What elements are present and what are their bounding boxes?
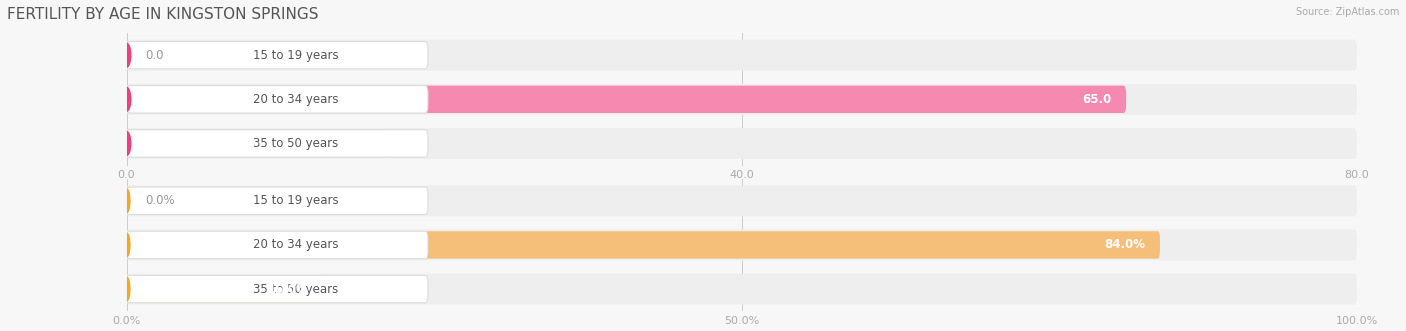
FancyBboxPatch shape bbox=[127, 231, 427, 259]
Text: 17.0: 17.0 bbox=[344, 137, 373, 150]
FancyBboxPatch shape bbox=[127, 130, 427, 157]
Text: 35 to 50 years: 35 to 50 years bbox=[253, 283, 337, 296]
FancyBboxPatch shape bbox=[127, 185, 1357, 216]
Circle shape bbox=[124, 189, 129, 213]
Text: 20 to 34 years: 20 to 34 years bbox=[253, 238, 337, 252]
FancyBboxPatch shape bbox=[127, 187, 427, 214]
Text: 35 to 50 years: 35 to 50 years bbox=[253, 137, 337, 150]
FancyBboxPatch shape bbox=[127, 84, 1357, 115]
Text: 15 to 19 years: 15 to 19 years bbox=[253, 49, 337, 62]
FancyBboxPatch shape bbox=[127, 274, 1357, 305]
Circle shape bbox=[122, 131, 131, 156]
FancyBboxPatch shape bbox=[127, 40, 1357, 71]
FancyBboxPatch shape bbox=[127, 41, 427, 69]
Circle shape bbox=[122, 87, 131, 111]
FancyBboxPatch shape bbox=[127, 229, 1357, 260]
Text: 15 to 19 years: 15 to 19 years bbox=[253, 194, 337, 207]
FancyBboxPatch shape bbox=[127, 86, 427, 113]
FancyBboxPatch shape bbox=[127, 275, 323, 303]
FancyBboxPatch shape bbox=[127, 86, 1126, 113]
Text: 65.0: 65.0 bbox=[1083, 93, 1111, 106]
FancyBboxPatch shape bbox=[127, 128, 1357, 159]
FancyBboxPatch shape bbox=[127, 231, 1160, 259]
Text: 0.0%: 0.0% bbox=[145, 194, 174, 207]
FancyBboxPatch shape bbox=[127, 275, 427, 303]
Circle shape bbox=[122, 43, 131, 67]
Text: 20 to 34 years: 20 to 34 years bbox=[253, 93, 337, 106]
Circle shape bbox=[124, 277, 129, 301]
Text: 16.0%: 16.0% bbox=[267, 283, 308, 296]
Text: Source: ZipAtlas.com: Source: ZipAtlas.com bbox=[1295, 7, 1399, 17]
Circle shape bbox=[124, 233, 129, 257]
Text: 84.0%: 84.0% bbox=[1104, 238, 1144, 252]
Text: FERTILITY BY AGE IN KINGSTON SPRINGS: FERTILITY BY AGE IN KINGSTON SPRINGS bbox=[7, 7, 319, 22]
Text: 0.0: 0.0 bbox=[145, 49, 163, 62]
FancyBboxPatch shape bbox=[127, 130, 388, 157]
